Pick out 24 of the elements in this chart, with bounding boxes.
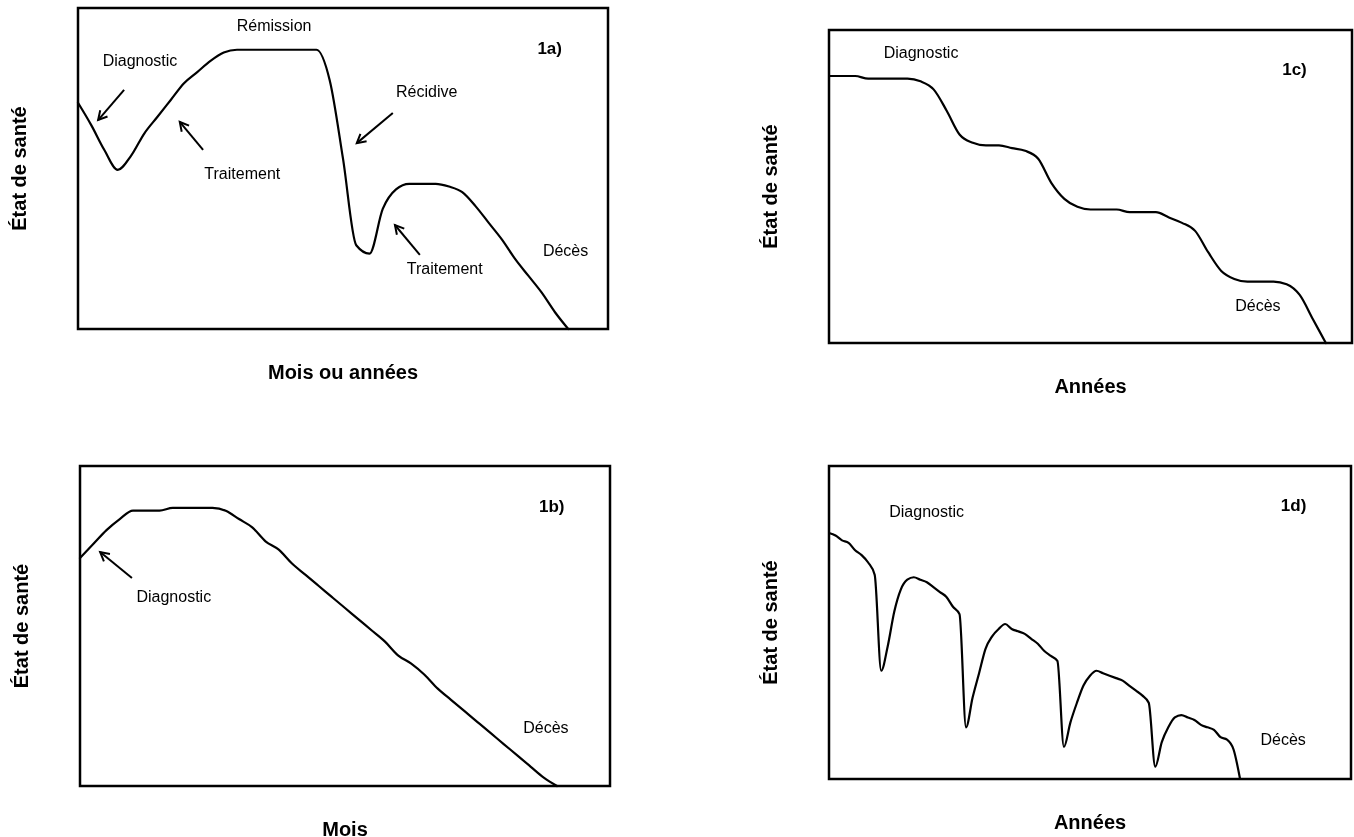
chart-title: 1b) <box>538 497 565 517</box>
y-axis-title: État de santé <box>759 560 782 685</box>
y-axis-title: État de santé <box>10 563 33 689</box>
annotation: Traitement <box>204 165 281 183</box>
x-axis-title: Années <box>1054 375 1127 398</box>
annotation: Décès <box>1235 297 1281 315</box>
chart-title: 1d) <box>1280 496 1307 516</box>
y-axis-title: État de santé <box>759 124 782 249</box>
x-axis-title: Années <box>1053 811 1127 834</box>
annotation: Décès <box>523 719 569 737</box>
text: Diagnostic <box>883 44 959 62</box>
chart-title: 1c) <box>1282 60 1307 80</box>
annotation: Diagnostic <box>102 52 178 70</box>
text: Diagnostic <box>889 503 964 521</box>
text: Rémission <box>236 17 312 35</box>
annotation: Décès <box>542 242 589 260</box>
annotation: Traitement <box>406 260 484 278</box>
chart-title: 1a) <box>537 39 562 59</box>
annotation: Diagnostic <box>136 588 212 606</box>
annotation: Décès <box>1260 731 1306 749</box>
y-axis-title: État de santé <box>8 106 31 231</box>
x-axis-title: Mois ou années <box>267 361 419 384</box>
annotation: Récidive <box>396 83 458 101</box>
x-axis-title: Mois <box>322 818 368 837</box>
